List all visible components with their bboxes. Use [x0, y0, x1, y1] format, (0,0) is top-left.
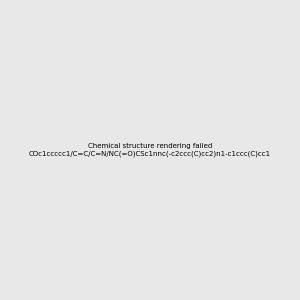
Text: Chemical structure rendering failed
COc1ccccc1/C=C/C=N/NC(=O)CSc1nnc(-c2ccc(C)cc: Chemical structure rendering failed COc1…	[29, 143, 271, 157]
